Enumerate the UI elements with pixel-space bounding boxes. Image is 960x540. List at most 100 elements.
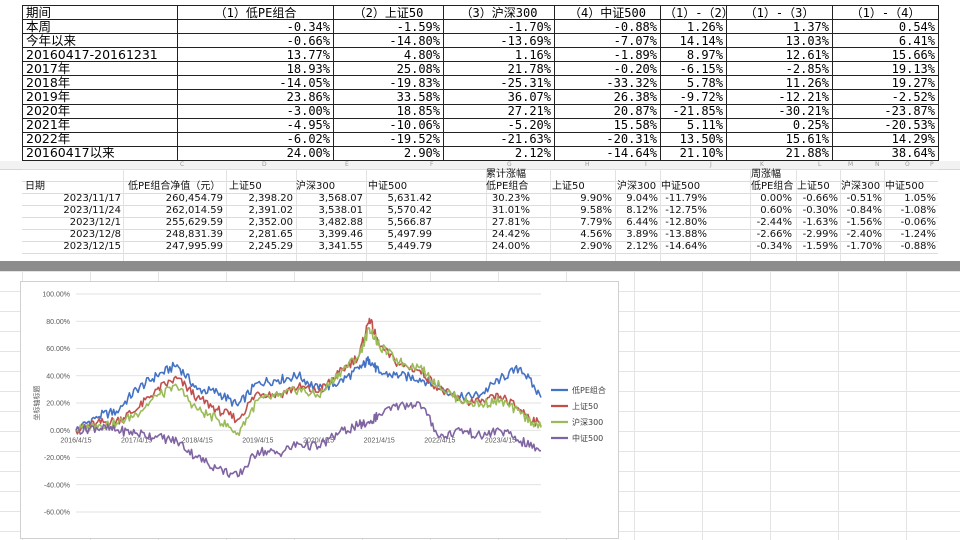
return-cell[interactable]: -2.52% — [832, 89, 939, 105]
sheet-cell[interactable]: 3,399.46 — [318, 229, 363, 240]
sheet-cell[interactable]: -0.88% — [900, 241, 936, 252]
return-cell[interactable]: -0.34% — [177, 19, 334, 35]
return-cell[interactable]: 5.78% — [660, 75, 727, 91]
sheet-cell[interactable]: 2,352.00 — [248, 217, 293, 228]
return-cell[interactable]: -10.06% — [333, 117, 444, 133]
sheet-cell[interactable]: 2023/11/24 — [63, 205, 121, 216]
period-label[interactable]: 2018年 — [22, 75, 178, 91]
return-cell[interactable]: 8.97% — [660, 47, 727, 63]
return-cell[interactable]: -20.53% — [832, 117, 939, 133]
return-cell[interactable]: 21.88% — [726, 145, 833, 162]
sheet-cell[interactable]: 260,454.79 — [165, 193, 223, 204]
sheet-cell[interactable]: 3,568.07 — [318, 193, 363, 204]
column-letter[interactable]: K — [760, 161, 764, 168]
return-cell[interactable]: 23.86% — [177, 89, 334, 105]
return-cell[interactable]: 13.50% — [660, 131, 727, 147]
column-letter[interactable]: O — [905, 161, 910, 168]
sheet-cell[interactable]: 248,831.39 — [165, 229, 223, 240]
sheet-cell[interactable]: 2023/12/1 — [69, 217, 121, 228]
column-letter[interactable]: J — [710, 161, 712, 168]
return-cell[interactable]: 14.29% — [832, 131, 939, 147]
sheet-cell[interactable]: 0.00% — [760, 193, 792, 204]
sheet-cell[interactable]: 8.12% — [626, 205, 658, 216]
period-label[interactable]: 2020年 — [22, 103, 178, 119]
return-cell[interactable]: -1.89% — [554, 47, 661, 63]
sheet-cell[interactable]: 30.23% — [491, 193, 530, 204]
sheet-cell[interactable]: 262,014.59 — [165, 205, 223, 216]
return-cell[interactable]: -13.69% — [443, 33, 555, 49]
column-letter[interactable]: F — [430, 161, 434, 168]
sheet-cell[interactable]: -0.51% — [846, 193, 882, 204]
sheet-cell[interactable]: -2.99% — [802, 229, 838, 240]
sheet-cell[interactable]: 247,995.99 — [165, 241, 223, 252]
sheet-cell[interactable]: 2023/12/15 — [63, 241, 121, 252]
return-cell[interactable]: -14.64% — [554, 145, 661, 162]
sheet-cell[interactable]: 2.90% — [580, 241, 612, 252]
return-cell[interactable]: -21.63% — [443, 131, 555, 147]
sheet-cell[interactable]: -12.75% — [665, 205, 707, 216]
sheet-cell[interactable]: 3,482.88 — [318, 217, 363, 228]
return-cell[interactable]: -6.15% — [660, 61, 727, 77]
return-cell[interactable]: -12.21% — [726, 89, 833, 105]
return-cell[interactable]: -14.80% — [333, 33, 444, 49]
return-cell[interactable]: -20.31% — [554, 131, 661, 147]
sheet-cell[interactable]: -0.30% — [802, 205, 838, 216]
sheet-cell[interactable]: 9.04% — [626, 193, 658, 204]
return-cell[interactable]: 18.85% — [333, 103, 444, 119]
return-cell[interactable]: -21.85% — [660, 103, 727, 119]
return-cell[interactable]: 38.64% — [832, 145, 939, 162]
return-cell[interactable]: -23.87% — [832, 103, 939, 119]
column-letter[interactable]: D — [262, 161, 267, 168]
return-cell[interactable]: 13.77% — [177, 47, 334, 63]
sheet-cell[interactable]: 3,341.55 — [318, 241, 363, 252]
sheet-header-wk-sz50[interactable]: 上证50 — [797, 181, 830, 192]
return-cell[interactable]: 1.37% — [726, 19, 833, 35]
sheet-cell[interactable]: -13.88% — [665, 229, 707, 240]
column-letter[interactable]: E — [345, 161, 349, 168]
return-cell[interactable]: -0.20% — [554, 61, 661, 77]
return-cell[interactable]: 15.61% — [726, 131, 833, 147]
return-cell[interactable]: -9.72% — [660, 89, 727, 105]
return-cell[interactable]: 4.80% — [333, 47, 444, 63]
return-cell[interactable]: 2.12% — [443, 145, 555, 162]
column-letter[interactable]: C — [180, 161, 185, 168]
sheet-cell[interactable]: 255,629.59 — [165, 217, 223, 228]
return-cell[interactable]: -33.32% — [554, 75, 661, 91]
period-label[interactable]: 20160417-20161231 — [22, 47, 178, 63]
sheet-cell[interactable]: -1.59% — [802, 241, 838, 252]
sheet-cell[interactable]: 3.89% — [626, 229, 658, 240]
return-cell[interactable]: 0.54% — [832, 19, 939, 35]
sheet-header-wk-zz500[interactable]: 中证500 — [885, 181, 925, 192]
return-cell[interactable]: 5.11% — [660, 117, 727, 133]
return-cell[interactable]: -4.95% — [177, 117, 334, 133]
sheet-cell[interactable]: 24.00% — [491, 241, 530, 252]
sheet-cell[interactable]: 5,570.42 — [387, 205, 432, 216]
sheet-cell[interactable]: 7.79% — [580, 217, 612, 228]
sheet-cell[interactable]: 2,281.65 — [248, 229, 293, 240]
return-cell[interactable]: 27.21% — [443, 103, 555, 119]
return-cell[interactable]: 20.87% — [554, 103, 661, 119]
column-letter[interactable]: H — [585, 161, 590, 168]
group-header-cumulative[interactable]: 累计涨幅 — [486, 169, 526, 180]
sheet-cell[interactable]: 9.90% — [580, 193, 612, 204]
sheet-cell[interactable]: 4.56% — [580, 229, 612, 240]
return-cell[interactable]: 33.58% — [333, 89, 444, 105]
sheet-header-date[interactable]: 日期 — [25, 181, 45, 192]
return-cell[interactable]: -19.52% — [333, 131, 444, 147]
sheet-cell[interactable]: 2023/12/8 — [69, 229, 121, 240]
sheet-header-cum-lowpe[interactable]: 低PE组合 — [486, 181, 529, 192]
column-letter[interactable]: I — [645, 161, 647, 168]
column-letter[interactable]: L — [818, 161, 822, 168]
return-cell[interactable]: -19.83% — [333, 75, 444, 91]
sheet-header-wk-lowpe[interactable]: 低PE组合 — [751, 181, 794, 192]
sheet-cell[interactable]: 5,631.42 — [387, 193, 432, 204]
sheet-cell[interactable]: 9.58% — [580, 205, 612, 216]
return-cell[interactable]: 26.38% — [554, 89, 661, 105]
sheet-cell[interactable]: -0.84% — [846, 205, 882, 216]
return-cell[interactable]: -14.05% — [177, 75, 334, 91]
return-cell[interactable]: 19.27% — [832, 75, 939, 91]
sheet-header-cum-sz50[interactable]: 上证50 — [552, 181, 585, 192]
sheet-header-nav[interactable]: 低PE组合净值（元） — [128, 181, 221, 192]
return-cell[interactable]: 21.10% — [660, 145, 727, 162]
sheet-header-zz500[interactable]: 中证500 — [368, 181, 408, 192]
